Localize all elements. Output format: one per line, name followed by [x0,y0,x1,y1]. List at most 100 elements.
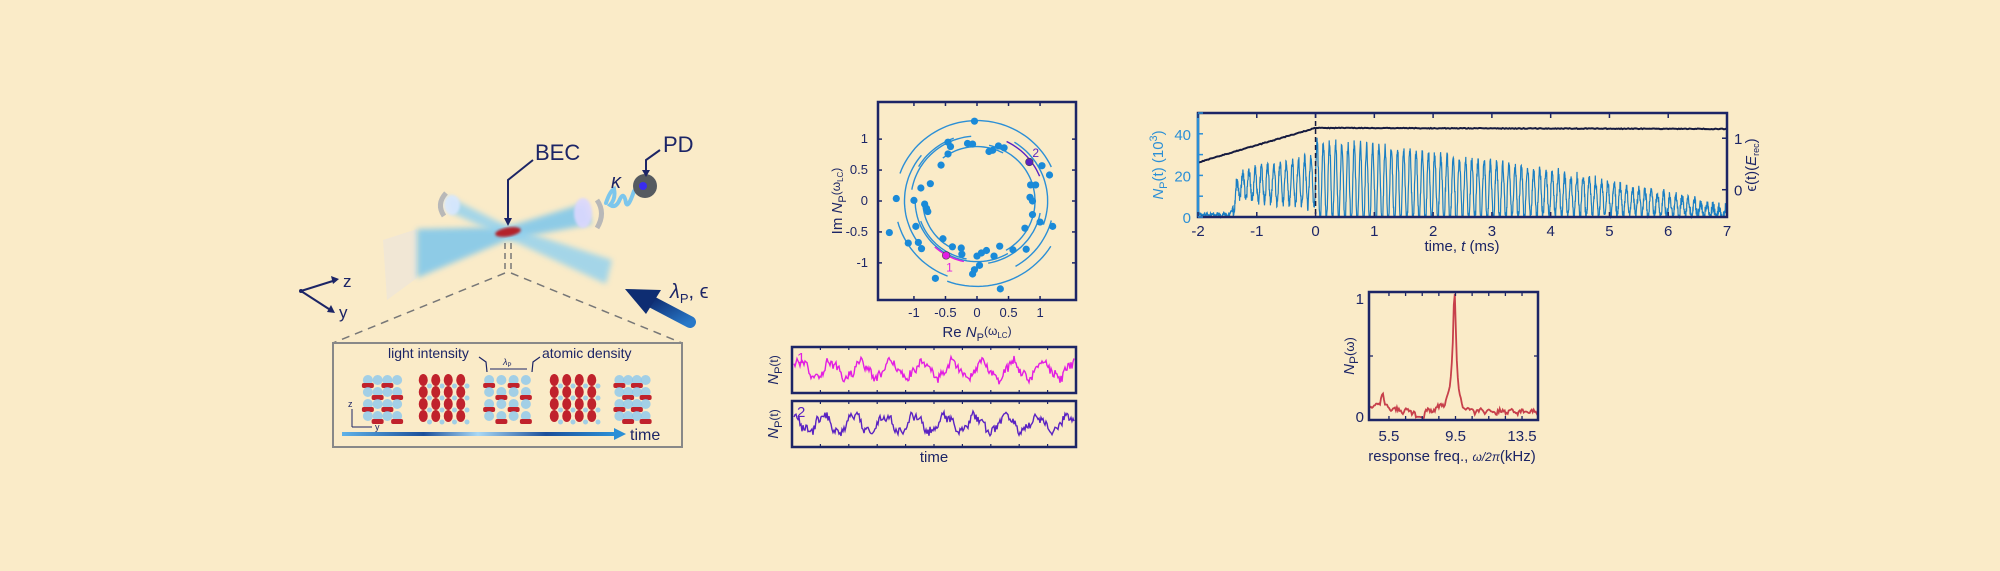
atomic-density-spot [381,383,394,388]
atomic-density-spot [574,398,584,410]
left-y-axis-label: NP(t) (103) [1148,130,1170,199]
x-tick-label: 5 [1605,223,1613,240]
y-tick-label: -0.5 [846,224,868,239]
pump-label: λP, ϵ [669,281,709,306]
x-tick-label: 4 [1546,223,1554,240]
light-intensity-spot [623,375,634,385]
trace-2-ylabel: NP(t) [765,409,785,439]
time-traces: 1 2 NP(t) NP(t) time [765,345,1078,466]
light-intensity-spot [623,387,634,397]
light-intensity-spot [362,399,373,409]
xl-arg: (ω [984,324,997,338]
light-intensity-spot [640,411,651,421]
atomic-density-spot [456,398,466,410]
data-point [917,245,926,253]
yl-pre: Im [829,213,846,234]
atomic-density-spot [361,383,374,388]
pump-label-lambda: λ [669,281,680,303]
light-intensity-spot [392,387,403,397]
yl-sub: P [837,195,849,202]
light-intensity-spot [508,399,519,409]
data-point [1032,181,1040,189]
light-intensity-spot [640,387,651,397]
cavity-mirror-left-icon [438,191,448,218]
x-tick-labels: -2 -1 0 1 2 3 4 5 6 7 [1191,223,1731,240]
y-tick-label: 0 [861,193,868,208]
light-intensity-spot [392,375,403,385]
spectrum-line [1368,293,1539,420]
y-tick-label: 0 [1356,409,1364,426]
axis-z-label: z [343,272,352,291]
atomic-density-spot [443,398,453,410]
polar-data: 12 [885,117,1057,293]
light-intensity-spot [570,395,576,401]
y-tick-label: 1 [861,131,868,146]
pd-pointer [645,149,661,172]
atomic-density-spot [456,374,466,386]
highlighted-point-label: 2 [1032,146,1039,160]
yl-end: ) [829,168,843,172]
x-tick-label: 0.5 [999,305,1017,320]
atomic-density-spot [381,407,394,412]
light-intensity-spot [464,419,470,425]
data-point [990,252,998,260]
light-intensity-spot [464,395,470,401]
light-intensity-spot [427,395,432,401]
light-intensity-spot [452,395,457,401]
atomic-density-spot [622,419,635,424]
trajectory-arc [920,220,967,260]
t1-yl-main: N [765,374,782,385]
atomic-density-spot [431,410,441,422]
light-intensity-spot [382,375,393,385]
atomic-density-spot [391,419,404,424]
lambda-p-main: λ [502,357,507,367]
atomic-density-spot [587,386,597,398]
light-intensity-spot [439,383,445,389]
data-point [1022,245,1030,253]
atomic-density-spot [549,374,559,386]
light-intensity-spot [614,411,625,421]
top-yl-main: N [1150,189,1167,200]
light-intensity-spot [570,383,576,389]
atomic-density-spot [574,386,584,398]
bec-cloud [495,227,521,237]
trace-2-frame [790,399,1078,449]
t2-yl-main: N [765,428,782,439]
atomic-density-spot [418,386,428,398]
light-intensity-spot [452,407,457,413]
data-point [946,142,955,151]
spectrum-data [1368,293,1539,420]
data-point [904,239,912,247]
spec-yl-main: N [1341,364,1358,375]
y-tick-labels: 1 0.5 0 -0.5 -1 [846,131,868,270]
highlighted-point-label: 1 [946,260,953,274]
light-intensity-spot [427,419,432,425]
data-point [914,238,922,247]
atomic-density-spot [574,374,584,386]
light-intensity-spot [640,399,651,409]
atomic-density-spot [519,419,532,424]
light-intensity-label: light intensity [388,345,469,361]
x-tick-label: 1 [1370,223,1378,240]
atomic-density-spot [630,407,643,412]
data-point [917,184,925,192]
data-point [926,180,934,188]
top-yl-end: ) [1150,130,1167,135]
data-point [1009,246,1017,254]
top-xl-italic: t [1461,238,1466,255]
data-point [996,242,1004,250]
light-intensity-spot [614,387,625,397]
atomic-density-spot [587,398,597,410]
light-intensity-spot [372,411,383,421]
light-intensity-spot [558,395,563,401]
z-axis-arrowhead [331,276,339,284]
atomic-density-spot [630,383,643,388]
kappa-label: κ [611,171,622,193]
atomic-density-spot [574,410,584,422]
inset-axis-z-label: z [348,399,353,409]
top-xl-post: (ms) [1465,238,1499,255]
y-tick-label: 0 [1183,210,1191,227]
y-axis-label: Im NP(ωLC) [829,168,849,235]
atomic-density-spot [483,407,496,412]
light-intensity-spot [382,411,393,421]
